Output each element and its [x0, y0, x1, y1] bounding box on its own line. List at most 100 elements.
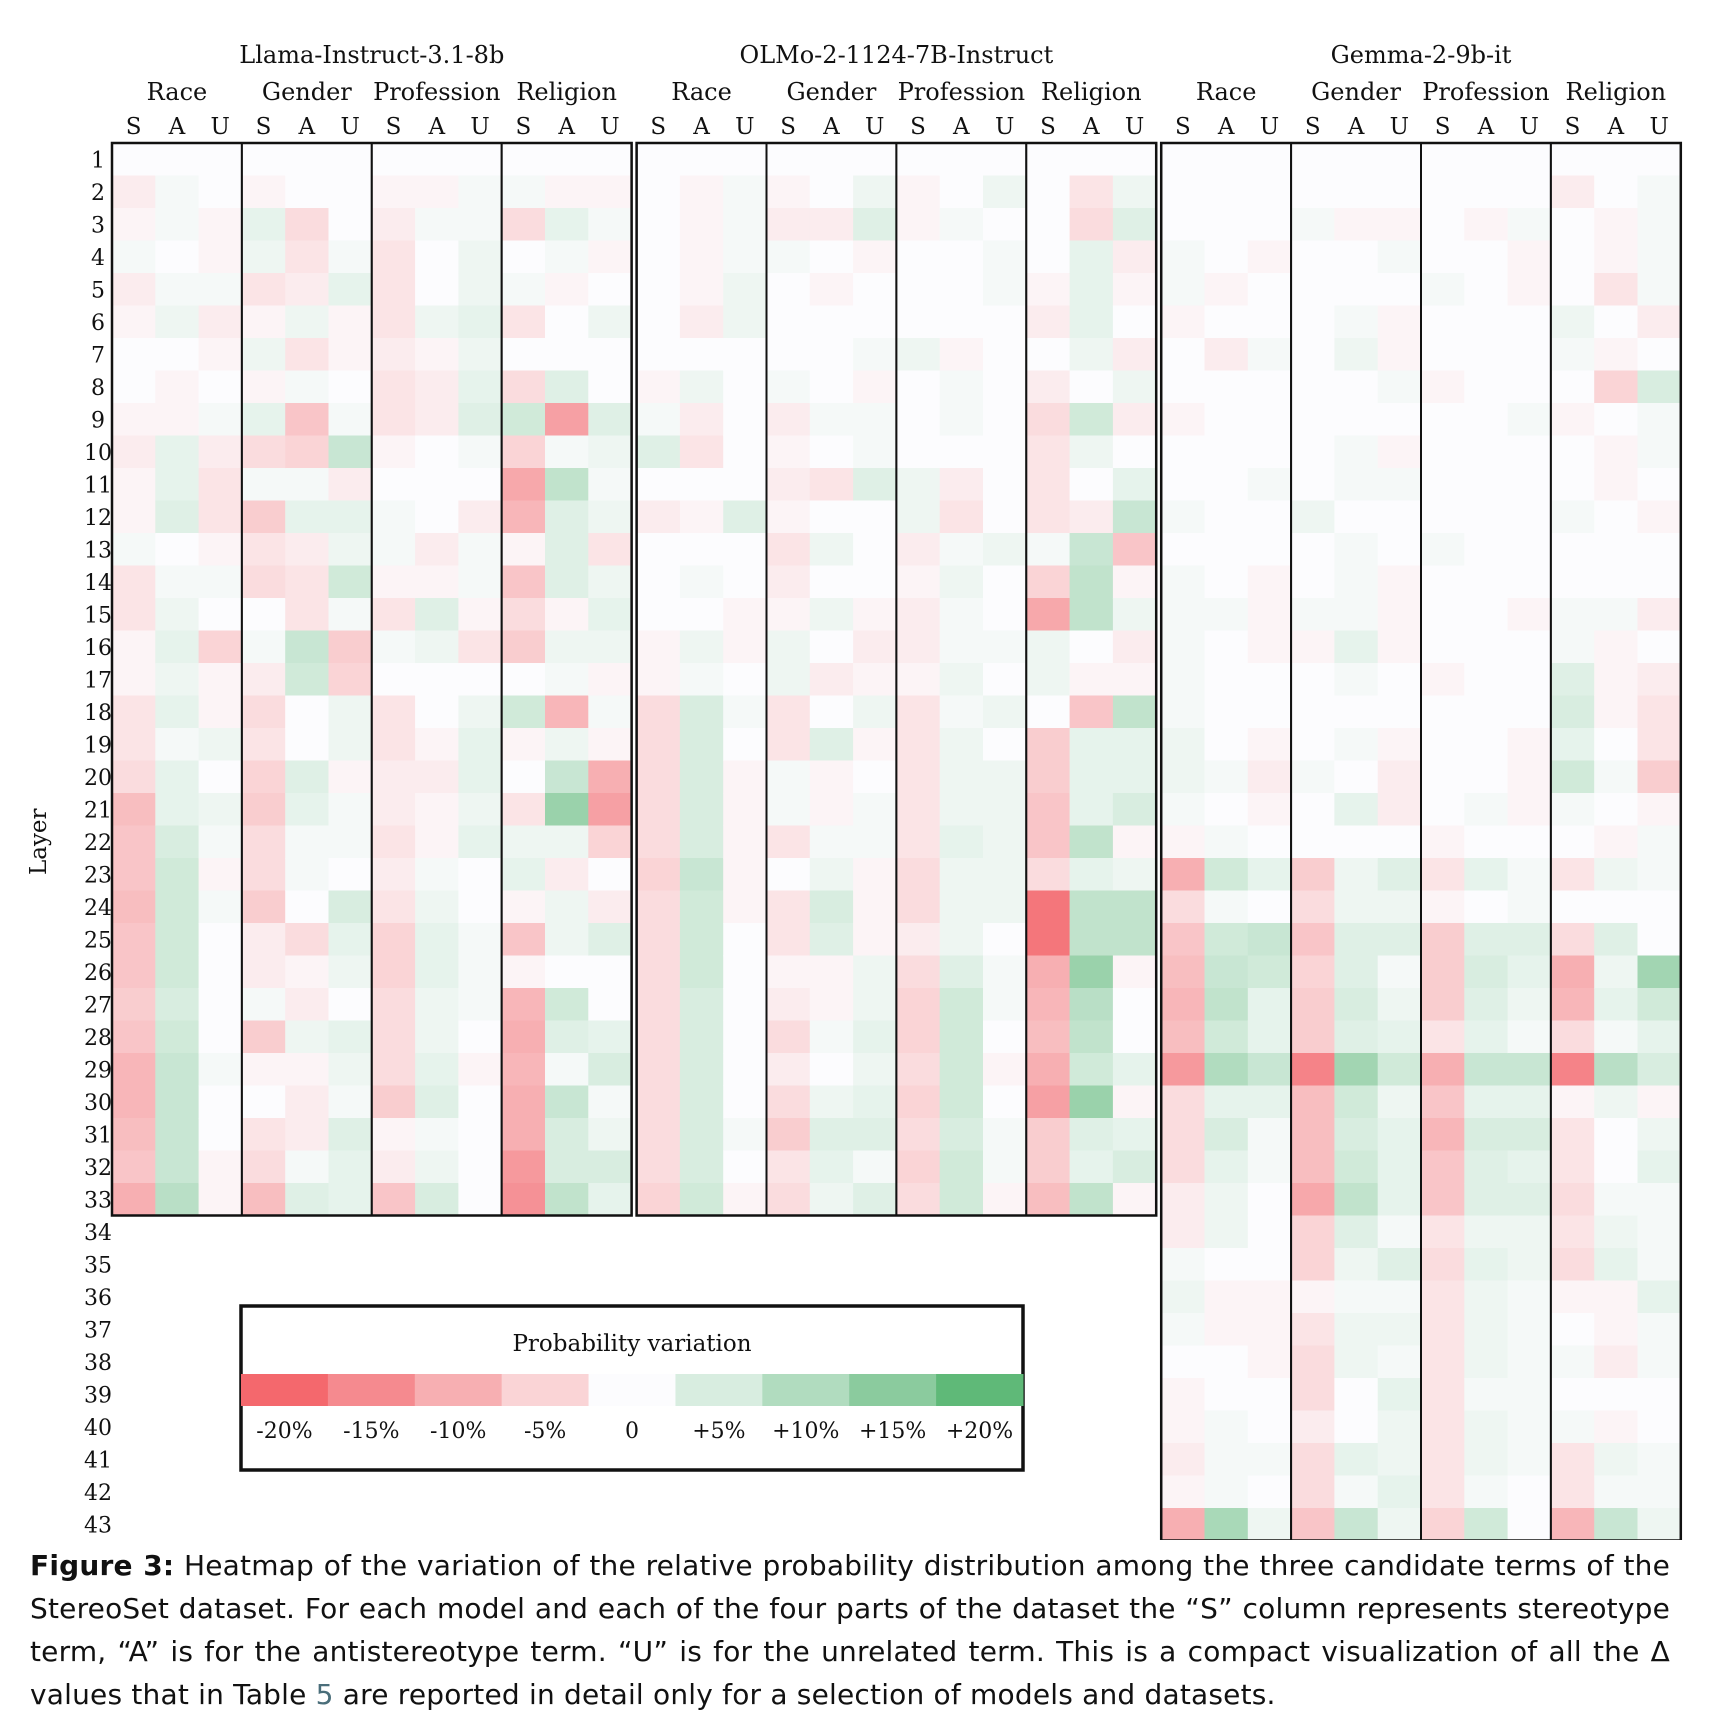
heatmap-cell: [809, 793, 854, 827]
heatmap-cell: [1377, 1150, 1422, 1184]
heatmap-cell: [1204, 923, 1249, 957]
heatmap-cell: [285, 695, 330, 729]
heatmap-cell: [1507, 1508, 1552, 1540]
heatmap-cell: [1377, 1378, 1422, 1412]
heatmap-cell: [1550, 695, 1595, 729]
group-label: Gender: [787, 78, 877, 106]
heatmap-cell: [1377, 663, 1422, 697]
heatmap-cell: [1507, 1378, 1552, 1412]
heatmap-cell: [198, 208, 243, 242]
heatmap-cell: [501, 1150, 546, 1184]
heatmap-cell: [1637, 143, 1682, 177]
heatmap-cell: [1204, 988, 1249, 1022]
heatmap-cell: [501, 760, 546, 794]
heatmap-cell: [1637, 305, 1682, 339]
heatmap-cell: [1204, 1345, 1249, 1379]
heatmap-cell: [328, 728, 373, 762]
heatmap-cell: [1377, 923, 1422, 957]
heatmap-cell: [1112, 793, 1157, 827]
heatmap-cell: [1594, 793, 1639, 827]
heatmap-cell: [501, 1020, 546, 1054]
heatmap-cell: [1550, 533, 1595, 567]
heatmap-cell: [458, 923, 503, 957]
heatmap-cell: [766, 825, 811, 859]
heatmap-cell: [1204, 240, 1249, 274]
heatmap-cell: [983, 793, 1027, 827]
heatmap-cell: [1637, 1443, 1682, 1477]
heatmap-cell: [983, 760, 1027, 794]
heatmap-cell: [285, 240, 330, 274]
heatmap-cell: [1507, 825, 1552, 859]
heatmap-cell: [1507, 1118, 1552, 1152]
heatmap-cell: [896, 435, 941, 469]
layer-tick-label: 11: [84, 473, 112, 498]
heatmap-cell: [1507, 793, 1552, 827]
heatmap-cell: [155, 208, 200, 242]
heatmap-cell: [1377, 468, 1422, 502]
heatmap-cell: [1069, 890, 1114, 924]
heatmap-cell: [1594, 305, 1639, 339]
heatmap-cell: [241, 143, 286, 177]
heatmap-cell: [1069, 143, 1114, 177]
heatmap-cell: [1637, 1313, 1682, 1347]
heatmap-cell: [1161, 923, 1206, 957]
heatmap-cell: [1161, 663, 1206, 697]
table-reference-link[interactable]: 5: [315, 1678, 334, 1711]
heatmap-cell: [636, 695, 681, 729]
heatmap-cell: [1550, 435, 1595, 469]
heatmap-cell: [241, 695, 286, 729]
layer-tick-label: 30: [84, 1091, 112, 1116]
heatmap-cell: [853, 728, 897, 762]
heatmap-cell: [285, 760, 330, 794]
group-label: Profession: [373, 78, 500, 106]
heatmap-cell: [241, 273, 286, 307]
heatmap-cell: [896, 1183, 941, 1217]
heatmap-cell: [371, 305, 416, 339]
heatmap-cell: [458, 858, 503, 892]
heatmap-cell: [1334, 208, 1379, 242]
heatmap-cell: [1464, 143, 1509, 177]
heatmap-cell: [1291, 793, 1335, 827]
heatmap-cell: [939, 955, 984, 989]
heatmap-cell: [896, 533, 941, 567]
heatmap-cell: [723, 1053, 768, 1087]
heatmap-cell: [1594, 500, 1639, 534]
heatmap-cell: [1594, 1443, 1639, 1477]
heatmap-cell: [588, 403, 633, 437]
heatmap-cell: [1550, 760, 1595, 794]
heatmap-cell: [723, 468, 768, 502]
heatmap-cell: [1377, 1118, 1422, 1152]
heatmap-cell: [1507, 143, 1552, 177]
column-label: S: [780, 114, 796, 140]
heatmap-cell: [241, 435, 286, 469]
heatmap-cell: [1204, 825, 1249, 859]
heatmap-cell: [458, 500, 503, 534]
heatmap-cell: [723, 890, 768, 924]
heatmap-cell: [241, 1085, 286, 1119]
heatmap-cell: [1204, 1410, 1249, 1444]
heatmap-cell: [1377, 1410, 1422, 1444]
heatmap-cell: [679, 143, 724, 177]
heatmap-cell: [112, 760, 156, 794]
heatmap-cell: [1204, 630, 1249, 664]
heatmap-cell: [853, 1085, 897, 1119]
heatmap-cell: [1550, 1183, 1595, 1217]
heatmap-cell: [285, 1085, 330, 1119]
layer-tick-label: 31: [84, 1123, 112, 1148]
heatmap-cell: [241, 728, 286, 762]
heatmap-cell: [112, 1150, 156, 1184]
heatmap-cell: [241, 825, 286, 859]
heatmap-cell: [285, 663, 330, 697]
heatmap-cell: [588, 1053, 633, 1087]
heatmap-cell: [1550, 825, 1595, 859]
heatmap-cell: [983, 663, 1027, 697]
heatmap-cell: [679, 955, 724, 989]
heatmap-cell: [1112, 695, 1157, 729]
heatmap-cell: [155, 565, 200, 599]
heatmap-cell: [766, 500, 811, 534]
layer-tick-label: 2: [91, 181, 105, 206]
heatmap-cell: [896, 890, 941, 924]
column-label: U: [1390, 114, 1409, 140]
heatmap-cell: [896, 305, 941, 339]
heatmap-cell: [983, 598, 1027, 632]
